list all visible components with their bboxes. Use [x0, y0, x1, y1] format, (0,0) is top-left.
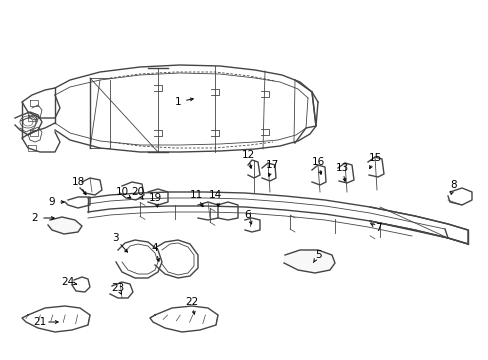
Text: 4: 4: [151, 243, 158, 253]
Text: 6: 6: [244, 210, 251, 220]
Polygon shape: [284, 250, 334, 273]
Text: 10: 10: [115, 187, 128, 197]
Text: 5: 5: [314, 250, 321, 260]
Text: 17: 17: [265, 160, 278, 170]
Text: 1: 1: [174, 97, 181, 107]
Text: 8: 8: [450, 180, 456, 190]
Text: 13: 13: [335, 163, 348, 173]
Text: 20: 20: [131, 187, 144, 197]
Text: 11: 11: [189, 190, 202, 200]
Text: 22: 22: [185, 297, 198, 307]
Text: 2: 2: [32, 213, 38, 223]
Text: 3: 3: [111, 233, 118, 243]
Text: 19: 19: [148, 193, 162, 203]
Text: 16: 16: [311, 157, 324, 167]
Text: 15: 15: [367, 153, 381, 163]
Text: 12: 12: [241, 150, 254, 160]
Polygon shape: [48, 217, 82, 234]
Text: 14: 14: [208, 190, 221, 200]
Text: 9: 9: [49, 197, 55, 207]
Text: 24: 24: [61, 277, 75, 287]
Text: 18: 18: [71, 177, 84, 187]
Text: 23: 23: [111, 283, 124, 293]
Text: 21: 21: [33, 317, 46, 327]
Text: 7: 7: [374, 223, 381, 233]
